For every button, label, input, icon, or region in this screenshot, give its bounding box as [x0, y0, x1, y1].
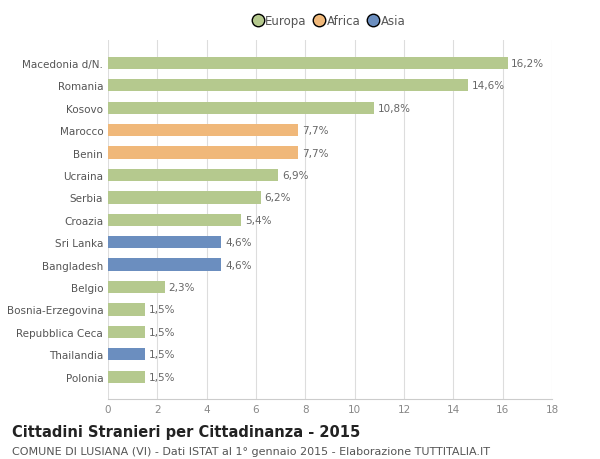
Bar	[108, 57, 508, 70]
Bar	[108, 348, 145, 361]
Text: 4,6%: 4,6%	[225, 238, 251, 248]
Bar	[108, 80, 468, 92]
Text: 5,4%: 5,4%	[245, 215, 271, 225]
Bar	[108, 102, 374, 115]
Bar	[108, 371, 145, 383]
Bar	[108, 304, 145, 316]
Bar	[108, 236, 221, 249]
Text: 16,2%: 16,2%	[511, 59, 544, 69]
Bar	[108, 214, 241, 226]
Text: 7,7%: 7,7%	[302, 126, 328, 136]
Text: 14,6%: 14,6%	[472, 81, 505, 91]
Text: 1,5%: 1,5%	[149, 327, 175, 337]
Bar	[108, 192, 261, 204]
Text: 2,3%: 2,3%	[169, 282, 195, 292]
Text: COMUNE DI LUSIANA (VI) - Dati ISTAT al 1° gennaio 2015 - Elaborazione TUTTITALIA: COMUNE DI LUSIANA (VI) - Dati ISTAT al 1…	[12, 446, 490, 456]
Bar	[108, 326, 145, 338]
Text: 1,5%: 1,5%	[149, 372, 175, 382]
Bar	[108, 147, 298, 159]
Text: 1,5%: 1,5%	[149, 350, 175, 359]
Text: 10,8%: 10,8%	[378, 103, 411, 113]
Bar	[108, 125, 298, 137]
Text: 6,9%: 6,9%	[282, 171, 308, 180]
Text: 7,7%: 7,7%	[302, 148, 328, 158]
Legend: Europa, Africa, Asia: Europa, Africa, Asia	[251, 12, 409, 32]
Bar	[108, 169, 278, 182]
Text: Cittadini Stranieri per Cittadinanza - 2015: Cittadini Stranieri per Cittadinanza - 2…	[12, 425, 360, 440]
Text: 6,2%: 6,2%	[265, 193, 291, 203]
Bar	[108, 281, 165, 294]
Bar	[108, 259, 221, 271]
Text: 1,5%: 1,5%	[149, 305, 175, 315]
Text: 4,6%: 4,6%	[225, 260, 251, 270]
